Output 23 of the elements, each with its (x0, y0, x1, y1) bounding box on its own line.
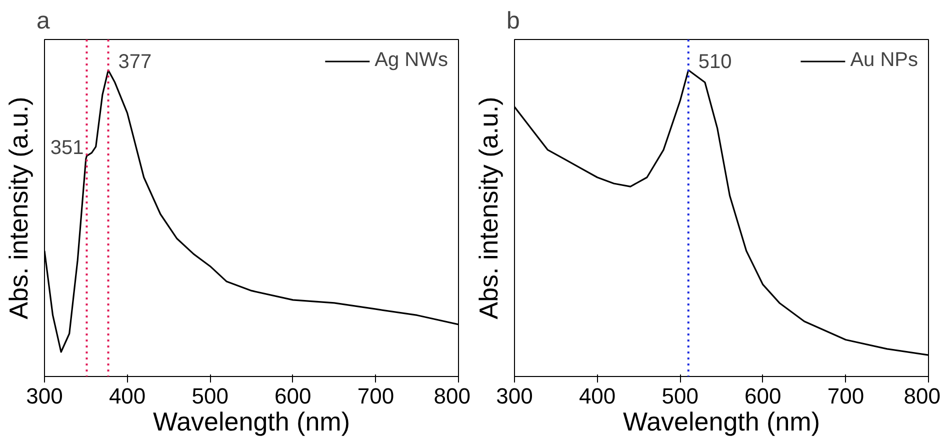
ref-line-label: 351 (50, 136, 84, 159)
x-tick-label: 300 (26, 384, 63, 408)
x-tick-label: 300 (496, 384, 533, 408)
y-axis-title: Abs. intensity (a.u.) (474, 96, 504, 320)
x-axis-title: Wavelength (nm) (153, 406, 350, 436)
legend-label: Ag NWs (374, 49, 448, 72)
ref-line-label: 377 (118, 51, 152, 74)
x-tick-label: 500 (192, 384, 228, 408)
legend-label: Au NPs (850, 49, 918, 72)
x-tick-label: 400 (578, 384, 616, 408)
text: a (36, 8, 50, 34)
x-tick-label: 800 (434, 384, 471, 408)
x-tick-label: 500 (662, 384, 698, 408)
x-axis-title: Wavelength (nm) (623, 406, 820, 436)
x-tick-label: 600 (744, 384, 782, 408)
x-tick-label: 400 (108, 384, 146, 408)
x-tick-label: 700 (357, 384, 394, 408)
y-axis-title: Abs. intensity (a.u.) (4, 96, 34, 320)
x-tick-label: 600 (274, 384, 312, 408)
x-tick-label: 700 (827, 384, 864, 408)
ref-line-label: 510 (698, 51, 732, 74)
text: b (506, 8, 520, 34)
x-tick-label: 800 (904, 384, 940, 408)
